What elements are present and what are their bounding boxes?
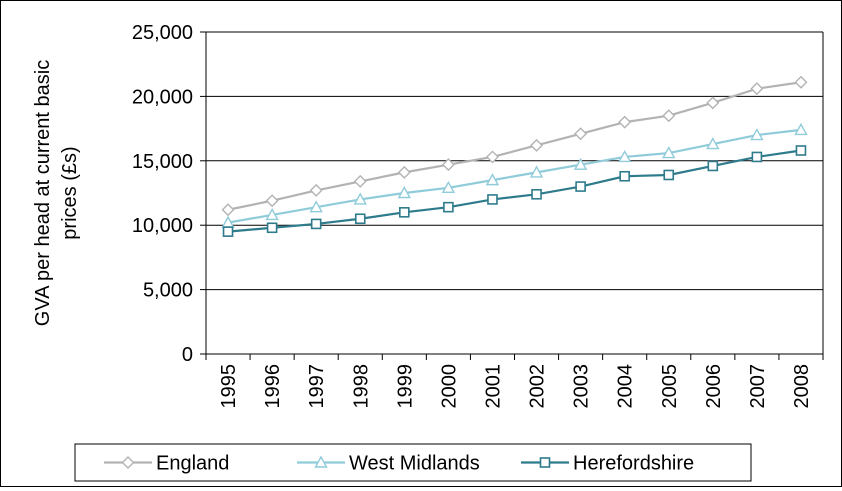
england-point bbox=[706, 96, 720, 110]
england-point bbox=[309, 183, 323, 197]
x-tick-label: 2008 bbox=[791, 364, 813, 409]
west-midlands-point bbox=[617, 149, 632, 163]
legend-marker bbox=[121, 456, 135, 469]
y-tick-label: 25,000 bbox=[132, 22, 193, 44]
herefordshire-point bbox=[310, 218, 322, 230]
england-point bbox=[485, 150, 499, 164]
x-tick-label: 2002 bbox=[527, 364, 549, 409]
england-point bbox=[441, 158, 455, 172]
england-point bbox=[662, 109, 676, 123]
axes bbox=[205, 31, 824, 360]
herefordshire-point bbox=[531, 188, 542, 200]
england-point bbox=[265, 194, 279, 208]
series-england bbox=[221, 75, 808, 217]
herefordshire-point bbox=[751, 151, 763, 163]
legend-entry-west-midlands: West Midlands bbox=[297, 453, 480, 475]
herefordshire-point bbox=[663, 169, 675, 181]
west-midlands-point bbox=[309, 200, 323, 213]
west-midlands-point bbox=[750, 128, 764, 141]
x-tick-labels: 1995 1996 1997 1998 1999 2000 2001 2002 2003 2004… bbox=[218, 364, 813, 409]
x-tick-label: 2005 bbox=[659, 364, 681, 409]
x-tick-label: 1998 bbox=[350, 364, 372, 409]
west-midlands-point bbox=[706, 137, 720, 150]
x-tick-label: 1997 bbox=[306, 364, 328, 409]
england-point bbox=[750, 82, 764, 96]
x-tick-label: 2000 bbox=[438, 364, 460, 409]
y-tick-label: 15,000 bbox=[132, 151, 193, 173]
gridlines bbox=[200, 31, 823, 355]
west-midlands-point bbox=[529, 165, 544, 178]
england-point bbox=[221, 203, 235, 217]
west-midlands-point bbox=[662, 146, 676, 159]
y-axis-label-line: prices (£s) bbox=[59, 146, 81, 239]
y-axis-label: GVA per head at current basic prices (£s) bbox=[32, 60, 81, 326]
england-point bbox=[397, 165, 411, 179]
west-midlands-line bbox=[227, 128, 802, 224]
x-tick-label: 2006 bbox=[703, 364, 725, 409]
legend-entry-herefordshire: Herefordshire bbox=[521, 453, 694, 475]
x-tick-label: 1999 bbox=[394, 364, 416, 409]
herefordshire-line bbox=[227, 149, 802, 233]
herefordshire-point bbox=[575, 181, 586, 192]
west-midlands-point bbox=[441, 180, 456, 194]
legend-label: Herefordshire bbox=[573, 453, 694, 475]
x-tick-label: 2007 bbox=[747, 364, 769, 409]
herefordshire-point bbox=[443, 201, 454, 213]
x-tick-label: 1995 bbox=[218, 364, 240, 409]
herefordshire-point bbox=[354, 213, 366, 225]
legend-marker bbox=[314, 455, 328, 468]
legend-box bbox=[74, 443, 752, 482]
y-axis-label-line: GVA per head at current basic bbox=[32, 60, 54, 326]
legend-label: England bbox=[156, 453, 229, 475]
y-tick-labels: 0 5,000 10,000 15,000 20,000 25,000 bbox=[132, 22, 193, 366]
herefordshire-point bbox=[707, 160, 719, 172]
y-tick-label: 10,000 bbox=[132, 215, 193, 237]
england-point bbox=[618, 115, 632, 129]
west-midlands-point bbox=[353, 192, 367, 205]
x-tick-label: 2004 bbox=[615, 364, 637, 409]
herefordshire-point bbox=[222, 226, 234, 237]
x-tick-label: 1996 bbox=[262, 364, 284, 409]
x-tick-label: 2003 bbox=[571, 364, 593, 409]
west-midlands-point bbox=[265, 207, 279, 221]
herefordshire-point bbox=[487, 194, 498, 205]
x-tick-label: 2001 bbox=[482, 364, 504, 409]
y-tick-label: 5,000 bbox=[143, 280, 193, 302]
legend-label: West Midlands bbox=[349, 453, 480, 475]
series-west-midlands bbox=[221, 122, 808, 228]
legend-marker bbox=[539, 457, 551, 468]
west-midlands-point bbox=[397, 186, 412, 199]
y-tick-label: 0 bbox=[182, 344, 193, 366]
series-herefordshire bbox=[222, 145, 807, 237]
west-midlands-point bbox=[573, 157, 588, 170]
herefordshire-point bbox=[619, 170, 630, 182]
legend: England West Midlands Herefordshire bbox=[74, 443, 752, 482]
y-tick-label: 20,000 bbox=[132, 86, 193, 108]
herefordshire-point bbox=[266, 222, 278, 234]
series-group bbox=[221, 75, 808, 237]
england-line bbox=[227, 81, 802, 211]
england-point bbox=[530, 138, 544, 152]
west-midlands-point bbox=[794, 122, 808, 136]
herefordshire-point bbox=[399, 207, 410, 218]
england-point bbox=[794, 75, 808, 89]
england-point bbox=[574, 127, 588, 141]
west-midlands-point bbox=[485, 173, 500, 186]
england-point bbox=[353, 174, 367, 188]
legend-entry-england: England bbox=[104, 453, 229, 475]
herefordshire-point bbox=[795, 145, 807, 156]
